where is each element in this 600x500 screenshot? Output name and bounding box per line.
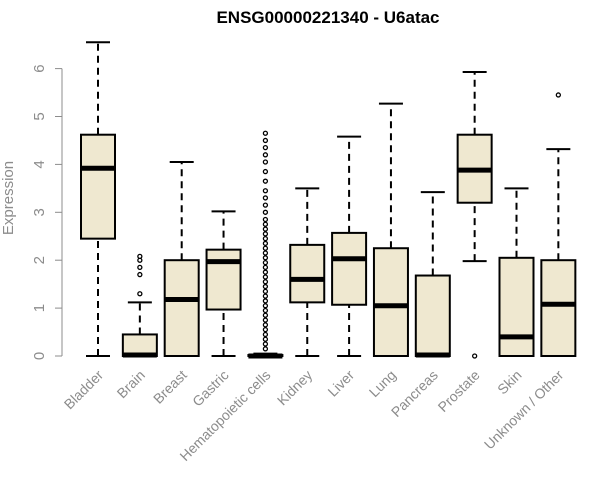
outlier-point	[262, 235, 269, 242]
x-tick-label: Pancreas	[388, 367, 441, 420]
outlier-point	[262, 303, 269, 309]
y-axis-label: Expression	[0, 161, 17, 235]
x-tick-label: Kidney	[274, 367, 316, 409]
y-tick-label: 6	[31, 64, 48, 72]
iqr-box	[372, 247, 409, 358]
outlier-point	[137, 291, 143, 297]
x-tick-label: Brain	[114, 367, 148, 401]
y-tick-label: 5	[31, 112, 48, 120]
x-tick-label: Prostate	[435, 367, 483, 415]
outlier-point	[262, 259, 269, 266]
x-tick-label: Lung	[366, 367, 399, 400]
x-tick-label: Skin	[494, 367, 525, 398]
outlier-point	[262, 152, 269, 158]
y-axis: 0 1 2 3 4 5 6	[31, 64, 63, 360]
outlier-point	[262, 283, 269, 290]
outlier-point	[262, 178, 269, 184]
outlier-point	[137, 271, 143, 278]
y-tick-label: 4	[31, 160, 48, 168]
y-tick-label: 2	[31, 256, 48, 264]
outlier-point	[262, 279, 269, 285]
outlier-point	[262, 202, 269, 208]
outlier-point	[262, 250, 269, 256]
x-tick-label: Breast	[150, 367, 190, 407]
outlier-point	[262, 216, 269, 223]
outlier-point	[262, 327, 269, 333]
outlier-point	[262, 240, 269, 247]
outlier-point	[262, 245, 269, 251]
outlier-point	[137, 253, 143, 260]
box-group	[456, 70, 493, 359]
x-tick-label: Liver	[324, 367, 357, 400]
outlier-point	[262, 346, 269, 352]
outlier-point	[262, 298, 269, 304]
outlier-point	[262, 336, 269, 342]
box-group	[247, 130, 284, 359]
outlier-point	[262, 226, 269, 232]
outlier-point	[262, 130, 269, 136]
outlier-point	[262, 144, 269, 151]
outlier-point	[555, 92, 561, 98]
box-group	[331, 135, 368, 357]
iqr-box	[414, 274, 451, 358]
box-group	[289, 187, 326, 357]
outlier-point	[262, 293, 269, 299]
outlier-point	[262, 188, 269, 194]
outlier-point	[262, 255, 269, 261]
outlier-point	[262, 331, 269, 338]
outlier-point	[262, 341, 269, 347]
x-tick-label: Bladder	[61, 367, 107, 413]
outlier-point	[262, 137, 269, 144]
iqr-box	[163, 259, 200, 358]
outlier-point	[262, 264, 269, 271]
outlier-point	[137, 264, 143, 271]
iqr-box	[498, 256, 535, 357]
outlier-point	[262, 307, 269, 314]
box-group	[372, 102, 409, 358]
box-group	[163, 161, 200, 358]
y-tick-label: 3	[31, 208, 48, 216]
outlier-point	[262, 317, 269, 323]
chart-title: ENSG00000221340 - U6atac	[216, 8, 439, 27]
outlier-point	[471, 353, 478, 359]
outlier-point	[262, 195, 269, 201]
box-group	[121, 253, 158, 358]
box-group	[498, 187, 535, 357]
x-tick-label: Unknown / Other	[481, 367, 567, 453]
iqr-box	[289, 243, 326, 304]
outlier-point	[262, 322, 269, 328]
outlier-point	[262, 209, 269, 215]
box-group	[414, 191, 451, 358]
outlier-point	[262, 221, 269, 227]
iqr-box	[80, 133, 116, 240]
outlier-point	[262, 269, 269, 275]
outlier-point	[262, 312, 269, 318]
iqr-box	[331, 231, 368, 306]
outlier-point	[262, 231, 269, 237]
outlier-point	[262, 274, 269, 280]
box-group	[540, 92, 577, 358]
iqr-box	[205, 248, 242, 311]
y-tick-label: 0	[31, 352, 48, 360]
box-group	[205, 210, 242, 357]
box-group	[80, 41, 116, 357]
box-series	[80, 41, 577, 359]
outlier-point	[262, 159, 269, 165]
y-tick-label: 1	[31, 304, 48, 312]
outlier-point	[262, 168, 269, 175]
outlier-point	[262, 288, 269, 294]
iqr-box	[540, 259, 577, 358]
